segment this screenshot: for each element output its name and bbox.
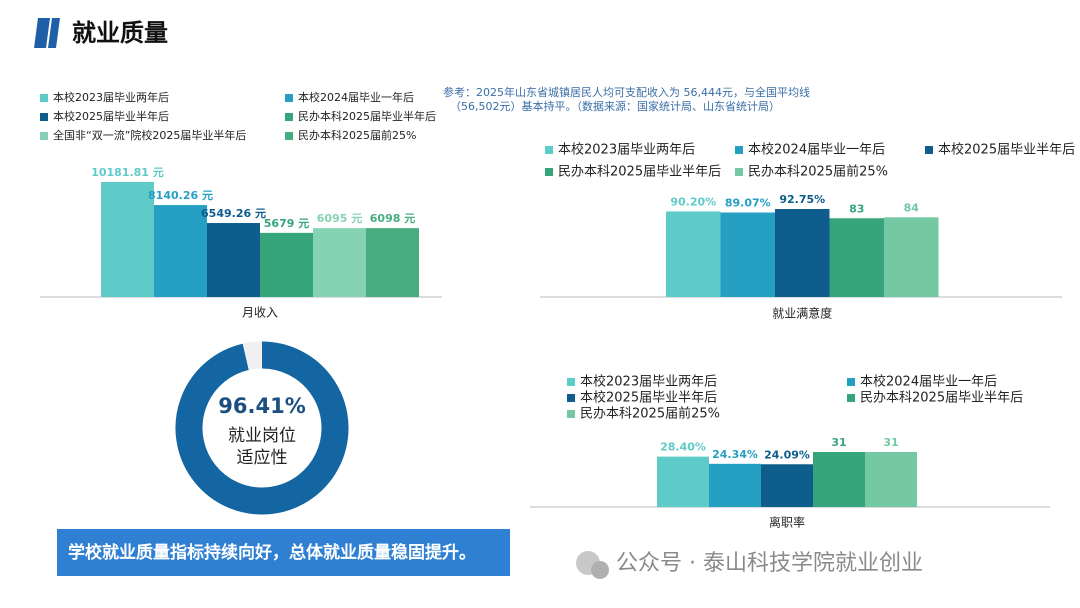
note: 参考：2025年山东省城镇居民人均可支配收入为 56,444元，与全国平均线 [443,85,810,99]
bar [666,211,721,297]
page-title: 就业质量 [72,19,168,47]
legend-label: 民办本科2025届前25% [580,406,720,422]
legend-label: 本校2023届毕业两年后 [558,142,695,158]
banner-text: 学校就业质量指标持续向好，总体就业质量稳固提升。 [68,542,476,563]
bar [720,212,775,297]
legend-label: 本校2025届毕业半年后 [580,390,717,406]
value-label: 90.20% [670,195,716,208]
legend-swatch [285,94,293,102]
bar [154,205,207,297]
legend-label: 本校2023届毕业两年后 [53,90,169,104]
bar [884,217,939,297]
donut-label: 就业岗位适应性 [228,426,296,468]
note: （56,502元）基本持平。（数据来源：国家统计局、山东省统计局） [450,99,780,113]
bar [775,209,830,297]
value-label: 83 [849,202,864,215]
value-label: 31 [831,436,846,449]
bar [207,223,260,297]
legend-swatch [847,378,855,386]
value-label: 6549.26 元 [201,207,266,220]
value-label: 8140.26 元 [148,189,213,202]
value-label: 5679 元 [264,217,309,230]
bar [709,463,761,507]
legend-swatch [925,146,933,154]
watermark: 公众号 · 泰山科技学院就业创业 [616,551,923,576]
bar [865,452,917,507]
legend-swatch [40,113,48,121]
legend-swatch [40,132,48,140]
legend-label: 本校2024届毕业一年后 [748,142,885,158]
bar [260,232,313,297]
legend-label: 本校2024届毕业一年后 [860,374,997,390]
legend-swatch [285,132,293,140]
value-label: 6098 元 [370,212,415,225]
legend-label: 全国非“双一流”院校2025届毕业半年后 [53,128,246,142]
title-icon [48,18,60,48]
value-label: 10181.81 元 [91,166,164,179]
legend-label: 本校2025届毕业半年后 [938,142,1075,158]
value-label: 92.75% [779,193,825,206]
donut-arc [175,341,349,515]
value-label: 31 [883,436,898,449]
legend-label: 本校2025届毕业半年后 [53,109,169,123]
banner [57,529,510,576]
legend-swatch [545,146,553,154]
legend-swatch [567,394,575,402]
title-icon [34,18,50,48]
legend-label: 民办本科2025届前25% [298,128,416,142]
legend-label: 民办本科2025届毕业半年后 [860,391,1023,406]
category-label: 离职率 [769,515,805,530]
legend-label: 民办本科2025届前25% [748,164,888,180]
legend-swatch [735,146,743,154]
bar [657,456,709,507]
legend-swatch [40,94,48,102]
value-label: 24.09% [764,448,810,461]
bar [101,182,154,297]
legend-label: 民办本科2025届毕业半年后 [558,165,721,180]
value-label: 6095 元 [317,212,362,225]
bar [761,464,813,507]
bar [829,218,884,297]
value-label: 84 [904,201,920,214]
value-label: 89.07% [725,196,771,209]
legend-swatch [567,410,575,418]
bar [366,228,419,297]
category-label: 月收入 [242,306,278,320]
value-label: 24.34% [712,448,758,461]
legend-swatch [285,113,293,121]
category-label: 就业满意度 [772,306,832,321]
donut-value: 96.41% [218,394,305,418]
legend-label: 本校2024届毕业一年后 [298,90,414,104]
legend-swatch [567,378,575,386]
bar [813,452,865,507]
legend-label: 本校2023届毕业两年后 [580,374,717,390]
bar [313,228,366,297]
value-label: 28.40% [660,441,706,454]
wechat-icon [591,561,609,579]
legend-swatch [735,168,743,176]
legend-swatch [545,168,553,176]
legend-label: 民办本科2025届毕业半年后 [298,109,436,123]
legend-swatch [847,394,855,402]
